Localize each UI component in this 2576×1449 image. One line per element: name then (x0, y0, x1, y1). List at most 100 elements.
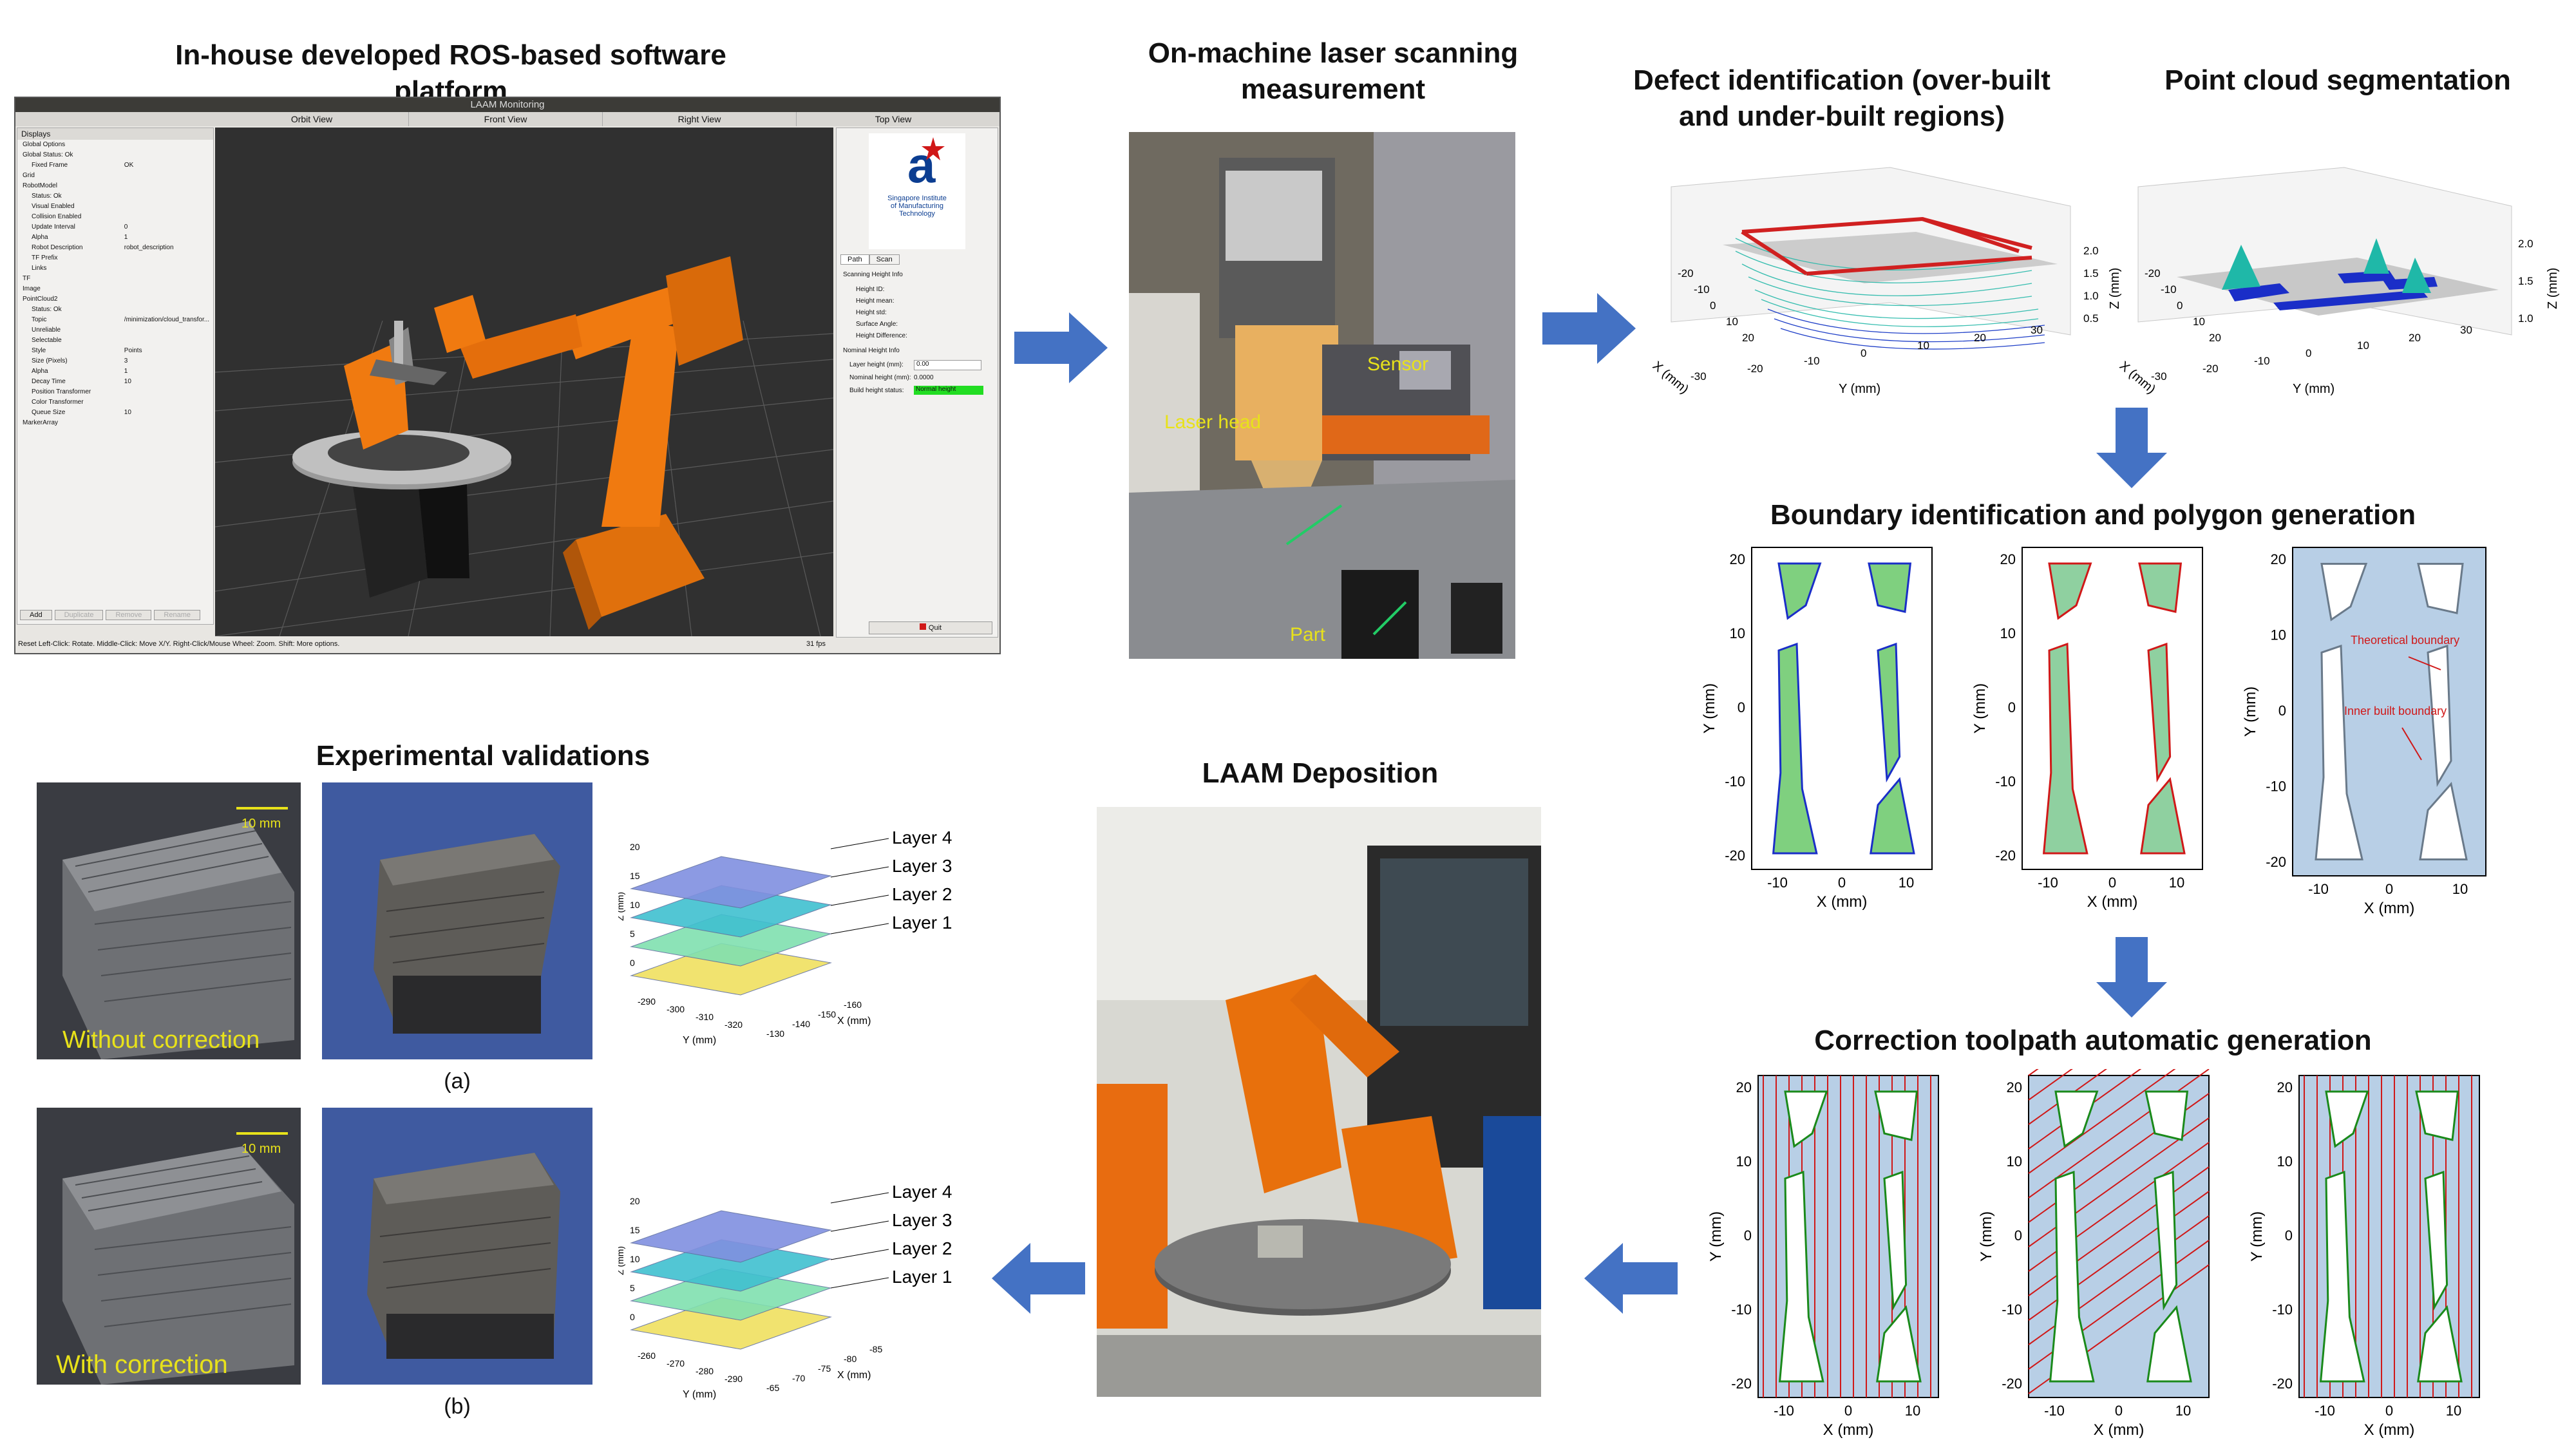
duplicate-button[interactable]: Duplicate (54, 610, 104, 620)
sim-logo: a Singapore Institute of Manufacturing T… (869, 133, 965, 249)
subplot-1: 20 10 0 -10 -20 -10 0 10 X (mm) Y (mm) (1701, 547, 1933, 911)
tree-row[interactable]: Global Options (20, 140, 211, 150)
layer-height-input[interactable]: 0.00 (914, 360, 981, 370)
arrow-right-1-icon (1014, 312, 1108, 383)
x-tick-label: -140 (792, 1019, 810, 1029)
x-tick-label: -85 (869, 1344, 882, 1354)
tab-bar: Path Scan (840, 254, 900, 265)
view-button-orbit[interactable]: Orbit View (215, 112, 409, 126)
displays-panel: Displays Global Options Global Status: Ok… (17, 128, 214, 625)
x-tick-label: -75 (818, 1363, 831, 1374)
view-bar: Orbit View Front View Right View Top Vie… (15, 112, 999, 126)
toolpath-plots: 20 10 0 -10 -20 -10 0 10 X (mm) Y (mm) 20 10 0 -10 -20… (1707, 1069, 2480, 1439)
rename-button[interactable]: Rename (154, 610, 200, 620)
tree-row[interactable]: Fixed Frame OK (20, 160, 211, 171)
tree-row[interactable]: PointCloud2 (20, 294, 211, 305)
tree-row[interactable]: RobotModel (20, 181, 211, 191)
tick-label: 0 (2177, 299, 2183, 312)
tree-row[interactable]: Selectable (20, 336, 211, 346)
tree-row[interactable]: Collision Enabled (20, 212, 211, 222)
x-tick-label: -10 (2044, 1403, 2065, 1419)
region-shape (1784, 1090, 1828, 1148)
y-tick-label: -10 (1731, 1302, 1752, 1318)
layer-label: Layer 2 (892, 1238, 952, 1258)
photo-with-correction: 10 mm With correction (37, 1108, 301, 1385)
tick-label: 10 (1726, 316, 1738, 328)
tree-row[interactable]: Alpha 1 (20, 366, 211, 377)
tick-label: 2.0 (2518, 238, 2533, 250)
nominal-height-label: Nominal height (mm): (849, 374, 911, 381)
add-button[interactable]: Add (20, 610, 52, 620)
layer-surface (630, 1210, 832, 1263)
tree-row[interactable]: Visual Enabled (20, 202, 211, 212)
title-software: In-house developed ROS-based software pl… (175, 39, 726, 107)
layer-label: Layer 3 (892, 1210, 952, 1230)
robot-viewport[interactable] (215, 128, 833, 636)
tree-row-value (119, 274, 209, 284)
tree-row-value (124, 387, 211, 397)
scan-info-rows: Height ID: Height mean: Height std: Surface… (856, 284, 907, 342)
tab-scan[interactable]: Scan (869, 254, 900, 265)
tree-row-value (119, 150, 209, 160)
tree-row[interactable]: TF Prefix (20, 253, 211, 263)
tree-row[interactable]: Grid (20, 171, 211, 181)
tree-row-label: MarkerArray (23, 419, 59, 426)
tree-row[interactable]: Status: Ok (20, 191, 211, 202)
tree-row[interactable]: Robot Description robot_description (20, 243, 211, 253)
tree-row-label: Update Interval (32, 223, 75, 231)
layer-label: Layer 1 (892, 1267, 952, 1287)
tree-row[interactable]: Queue Size 10 (20, 408, 211, 418)
tree-row-label: Global Options (23, 141, 66, 148)
y-axis-label: Y (mm) (683, 1035, 716, 1046)
boundary-plots: 20 10 0 -10 -20 -10 0 10 X (mm) Y (mm) 20 10 0 -10 -20… (1701, 547, 2486, 917)
region-shape (1778, 1170, 1824, 1383)
tree-row[interactable]: Decay Time 10 (20, 377, 211, 387)
tree-row[interactable]: TF (20, 274, 211, 284)
tree-row[interactable]: Unreliable (20, 325, 211, 336)
view-button-right[interactable]: Right View (603, 112, 797, 126)
tree-row-label: Status: Ok (32, 306, 62, 313)
region-shape (2054, 1090, 2099, 1148)
a-star-logo-icon: a (907, 137, 945, 193)
tree-row[interactable]: Update Interval 0 (20, 222, 211, 232)
tree-row[interactable]: Links (20, 263, 211, 274)
tree-row[interactable]: MarkerArray (20, 418, 211, 428)
x-tick-label: 10 (1905, 1403, 1920, 1419)
remove-button[interactable]: Remove (106, 610, 152, 620)
tree-row[interactable]: Style Points (20, 346, 211, 356)
tree-row[interactable]: Position Transformer (20, 387, 211, 397)
tree-row[interactable]: Alpha 1 (20, 232, 211, 243)
view-button-front[interactable]: Front View (409, 112, 603, 126)
x-tick-label: -10 (1767, 875, 1788, 891)
tree-row[interactable]: Global Status: Ok (20, 150, 211, 160)
tick-label: -10 (2254, 355, 2270, 367)
tree-row-label: Visual Enabled (32, 203, 75, 210)
tree-row[interactable]: Image (20, 284, 211, 294)
tick-label: -20 (2202, 363, 2219, 375)
y-tick-label: -260 (638, 1350, 656, 1361)
x-axis-label: X (mm) (1817, 893, 1868, 911)
tick-label: 1.5 (2518, 275, 2533, 287)
x-tick-label: 0 (2108, 875, 2116, 891)
tree-row-label: Color Transformer (32, 399, 84, 406)
y-axis-label: Y (mm) (1707, 1211, 1725, 1262)
x-tick-label: -70 (792, 1373, 805, 1383)
y-tick-label: 20 (2007, 1079, 2022, 1095)
layer-label: Layer 4 (892, 1182, 952, 1202)
tree-row[interactable]: Color Transformer (20, 397, 211, 408)
tree-row[interactable]: Status: Ok (20, 305, 211, 315)
region-shape (2145, 1090, 2189, 1141)
view-button-top[interactable]: Top View (875, 114, 912, 124)
y-tick-label: 10 (2007, 1153, 2022, 1170)
quit-button[interactable]: Quit (869, 621, 992, 634)
label-sensor: Sensor (1367, 354, 1428, 375)
tree-row[interactable]: Topic/minimization/cloud_transfor... (20, 315, 211, 325)
tree-row-value (119, 140, 209, 150)
tab-path[interactable]: Path (840, 254, 869, 265)
region-shape (2320, 563, 2368, 621)
tree-row-label: Selectable (32, 337, 62, 344)
displays-header: Displays (17, 128, 213, 140)
tree-row-value: 1 (124, 234, 128, 241)
x-tick-label: -80 (844, 1354, 857, 1364)
tree-row[interactable]: Size (Pixels) 3 (20, 356, 211, 366)
